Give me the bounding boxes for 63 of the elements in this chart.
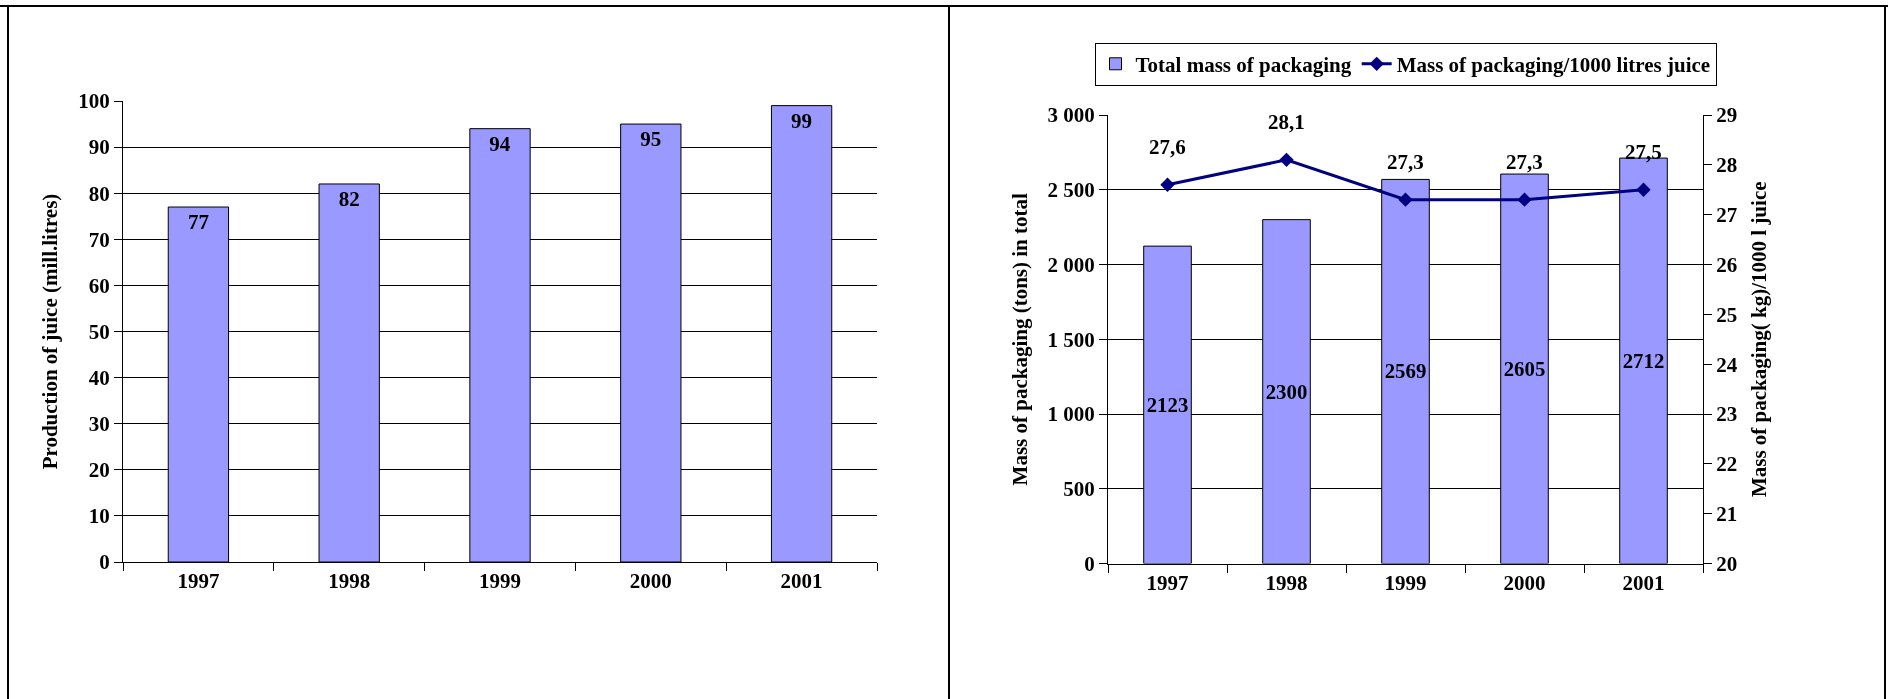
data-label: 2569 [1384,359,1427,383]
y-tick-label: 0 [99,550,110,575]
y-tick-label: 30 [88,412,110,437]
data-label: 27,3 [1387,150,1424,174]
y-tick-label: 3 000 [1047,103,1095,128]
y-tick-label: 0 [1084,551,1095,576]
y2-tick-label: 22 [1716,452,1738,477]
data-label: 2605 [1503,356,1546,380]
y-tick-label: 500 [1063,477,1095,502]
y-axis-title: Mass of packaging (tons) in total [1007,192,1032,486]
x-tick-label: 2001 [780,569,823,594]
y-tick-label: 2 500 [1047,178,1095,203]
point [1279,152,1294,167]
data-label: 82 [338,186,360,211]
x-tick-label: 1997 [1146,570,1189,595]
x-tick-label: 2001 [1622,570,1665,595]
y-tick-label: 50 [88,319,110,344]
y-tick-label: 40 [88,365,110,390]
y-tick-label: 2 000 [1047,252,1095,277]
y2-tick-label: 25 [1716,302,1738,327]
data-label: 2300 [1265,379,1308,403]
y-tick-label: 1 000 [1047,402,1095,427]
legend-label: Mass of packaging/1000 litres juice [1396,52,1711,77]
y2-tick-label: 23 [1716,402,1738,427]
y-tick-label: 70 [88,227,110,252]
x-tick-label: 2000 [629,569,672,594]
x-tick-label: 1999 [479,569,521,594]
data-label: 27,5 [1625,140,1662,164]
data-label: 77 [187,210,209,235]
y-tick-label: 80 [88,181,110,206]
y2-tick-label: 27 [1716,203,1738,228]
data-label: 28,1 [1268,110,1305,134]
point [1636,182,1651,197]
x-tick-label: 1997 [177,569,220,594]
point [1517,192,1532,207]
x-tick-label: 1998 [1265,570,1308,595]
data-label: 2123 [1146,392,1189,416]
data-label: 95 [640,127,662,152]
y-tick-label: 1 500 [1047,327,1095,352]
y-tick-label: 100 [78,89,110,114]
y2-axis-title: Mass of packaging( kg)/1000 l juice [1746,181,1771,498]
y2-tick-label: 26 [1716,252,1738,277]
data-label: 99 [791,108,813,133]
y2-tick-label: 28 [1716,153,1738,178]
y-axis-title: Production of juice (mill.litres) [38,193,63,470]
legend-label: Total mass of packaging [1135,52,1352,77]
y-tick-label: 10 [88,504,110,529]
point [1160,177,1175,192]
y2-tick-label: 29 [1716,103,1738,128]
y-tick-label: 90 [88,135,110,160]
y-tick-label: 60 [88,273,110,298]
data-label: 27,3 [1506,150,1543,174]
y2-tick-label: 24 [1716,352,1738,377]
x-tick-label: 2000 [1503,570,1546,595]
data-label: 2712 [1622,348,1665,372]
point [1398,192,1413,207]
data-label: 94 [489,131,511,156]
x-tick-label: 1999 [1384,570,1427,595]
x-tick-label: 1998 [328,569,371,594]
data-label: 27,6 [1149,135,1186,159]
y-tick-label: 20 [88,458,110,483]
y2-tick-label: 20 [1716,551,1738,576]
y2-tick-label: 21 [1716,502,1738,527]
